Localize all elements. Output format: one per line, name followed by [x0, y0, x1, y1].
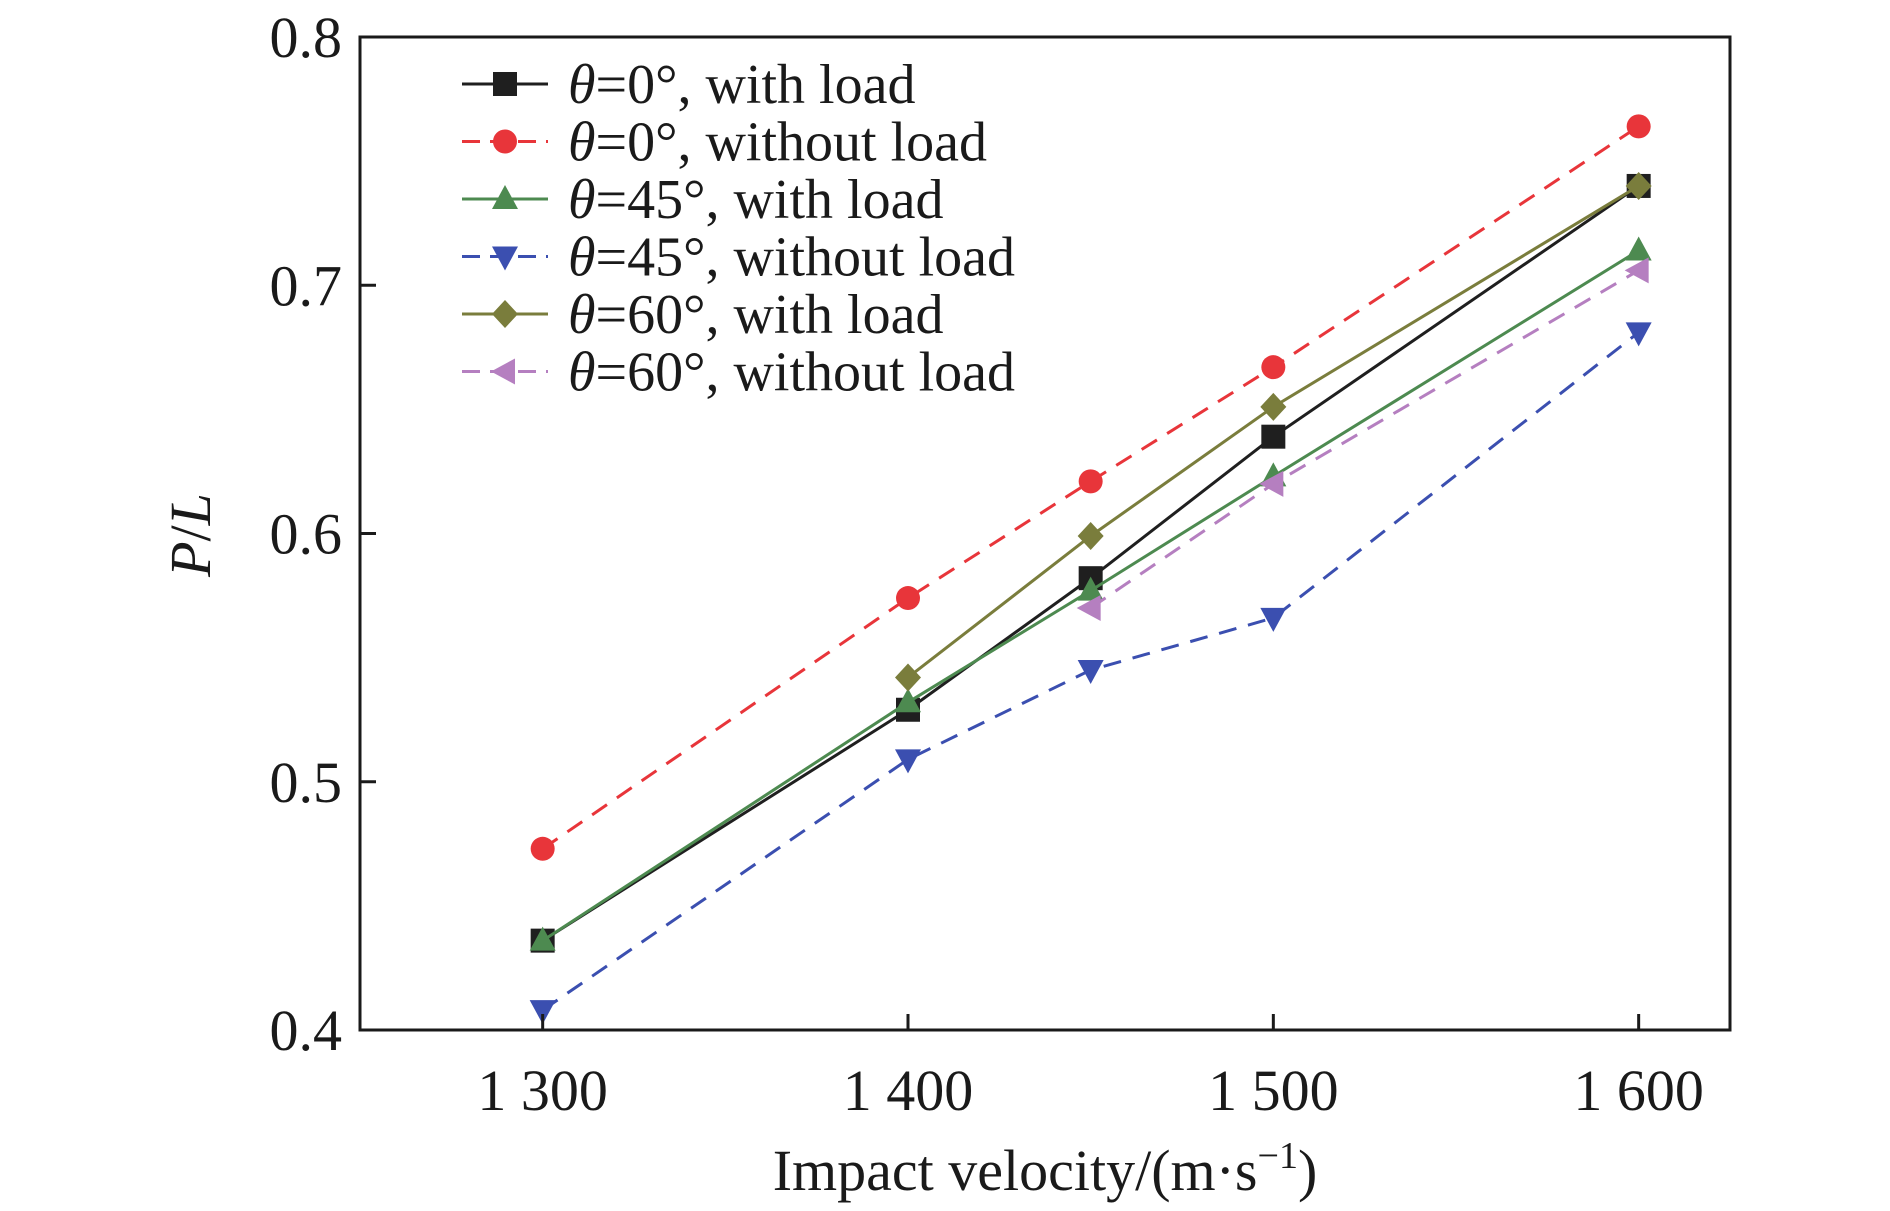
x-axis-title-sup: −1 — [1258, 1135, 1298, 1177]
x-axis: 1 300 1 400 1 500 1 600 — [477, 1014, 1704, 1123]
series-5 — [895, 171, 1652, 692]
y-axis: 0.4 0.5 0.6 0.7 0.8 — [270, 5, 376, 1063]
y-tick-label: 0.6 — [270, 502, 343, 567]
x-axis-title-close: ) — [1298, 1138, 1317, 1203]
data-point — [529, 1000, 556, 1025]
legend-label: θ=45°, with load — [568, 169, 943, 231]
data-point — [529, 926, 556, 951]
x-tick-label: 1 500 — [1208, 1058, 1339, 1123]
series-4 — [529, 322, 1652, 1025]
legend-item: θ=45°, without load — [462, 227, 1015, 289]
legend-label: θ=60°, without load — [568, 342, 1015, 404]
legend-item: θ=60°, with load — [462, 284, 943, 346]
y-axis-title-slash: / — [158, 524, 223, 541]
legend-theta: θ — [568, 342, 596, 404]
data-point — [895, 663, 921, 692]
data-point — [1076, 594, 1101, 621]
legend-label: θ=60°, with load — [568, 284, 943, 346]
x-tick-label: 1 400 — [843, 1058, 974, 1123]
x-tick-label: 1 600 — [1573, 1058, 1704, 1123]
series-line — [1089, 269, 1640, 610]
y-axis-title: P/L — [158, 493, 223, 578]
series-6 — [1076, 257, 1649, 621]
plot-frame — [358, 35, 1732, 1032]
legend-label: θ=0°, without load — [568, 112, 987, 174]
data-point — [1078, 469, 1103, 494]
legend-theta: θ — [568, 112, 596, 174]
x-axis-title-main: Impact velocity/(m·s — [773, 1138, 1258, 1203]
data-point — [895, 749, 921, 774]
y-tick-label: 0.7 — [270, 253, 343, 318]
data-point — [1261, 355, 1286, 380]
y-tick-label: 0.4 — [270, 998, 343, 1063]
legend-text: =60°, with load — [596, 284, 944, 346]
data-point — [1260, 392, 1287, 421]
data-point — [1626, 114, 1651, 139]
legend-text: =60°, without load — [596, 342, 1016, 404]
legend-marker — [492, 246, 518, 271]
y-axis-title-l: L — [158, 493, 223, 526]
x-axis-title: Impact velocity/(m·s−1) — [773, 1135, 1318, 1203]
legend-text: =0°, without load — [596, 112, 988, 174]
data-point — [896, 586, 920, 611]
data-point — [1077, 660, 1104, 685]
legend-label: θ=45°, without load — [568, 227, 1015, 289]
data-point — [1261, 424, 1286, 449]
series-2 — [530, 114, 1651, 861]
legend-text: =0°, with load — [596, 54, 916, 116]
y-tick-label: 0.8 — [270, 5, 343, 70]
data-point — [1625, 171, 1652, 200]
legend-marker — [491, 358, 515, 385]
legend-theta: θ — [568, 284, 596, 346]
data-point — [1077, 576, 1104, 601]
data-point — [1624, 257, 1649, 284]
data-point — [1625, 322, 1652, 347]
legend-text: =45°, without load — [596, 227, 1016, 289]
series-layer — [529, 114, 1652, 1025]
y-axis-title-p: P — [158, 541, 223, 577]
data-point — [895, 688, 921, 713]
legend-item: θ=0°, without load — [462, 112, 987, 174]
legend-marker — [492, 185, 518, 209]
x-tick-label: 1 300 — [477, 1058, 608, 1123]
data-point — [1077, 521, 1104, 550]
legend-item: θ=0°, with load — [462, 54, 915, 116]
legend-item: θ=60°, without load — [462, 342, 1015, 404]
legend-text: =45°, with load — [596, 169, 944, 231]
legend-theta: θ — [568, 227, 596, 289]
legend-marker — [493, 72, 517, 96]
legend-marker — [492, 300, 518, 328]
legend-marker — [493, 129, 517, 154]
legend-item: θ=45°, with load — [462, 169, 943, 231]
data-point — [1260, 607, 1287, 632]
data-point — [1259, 470, 1284, 497]
legend-theta: θ — [568, 54, 596, 116]
legend-label: θ=0°, with load — [568, 54, 915, 116]
data-point — [1625, 236, 1652, 261]
data-point — [530, 836, 555, 861]
legend-theta: θ — [568, 169, 596, 231]
series-line — [541, 125, 1640, 851]
series-line — [907, 184, 1640, 679]
y-tick-label: 0.5 — [270, 750, 343, 815]
